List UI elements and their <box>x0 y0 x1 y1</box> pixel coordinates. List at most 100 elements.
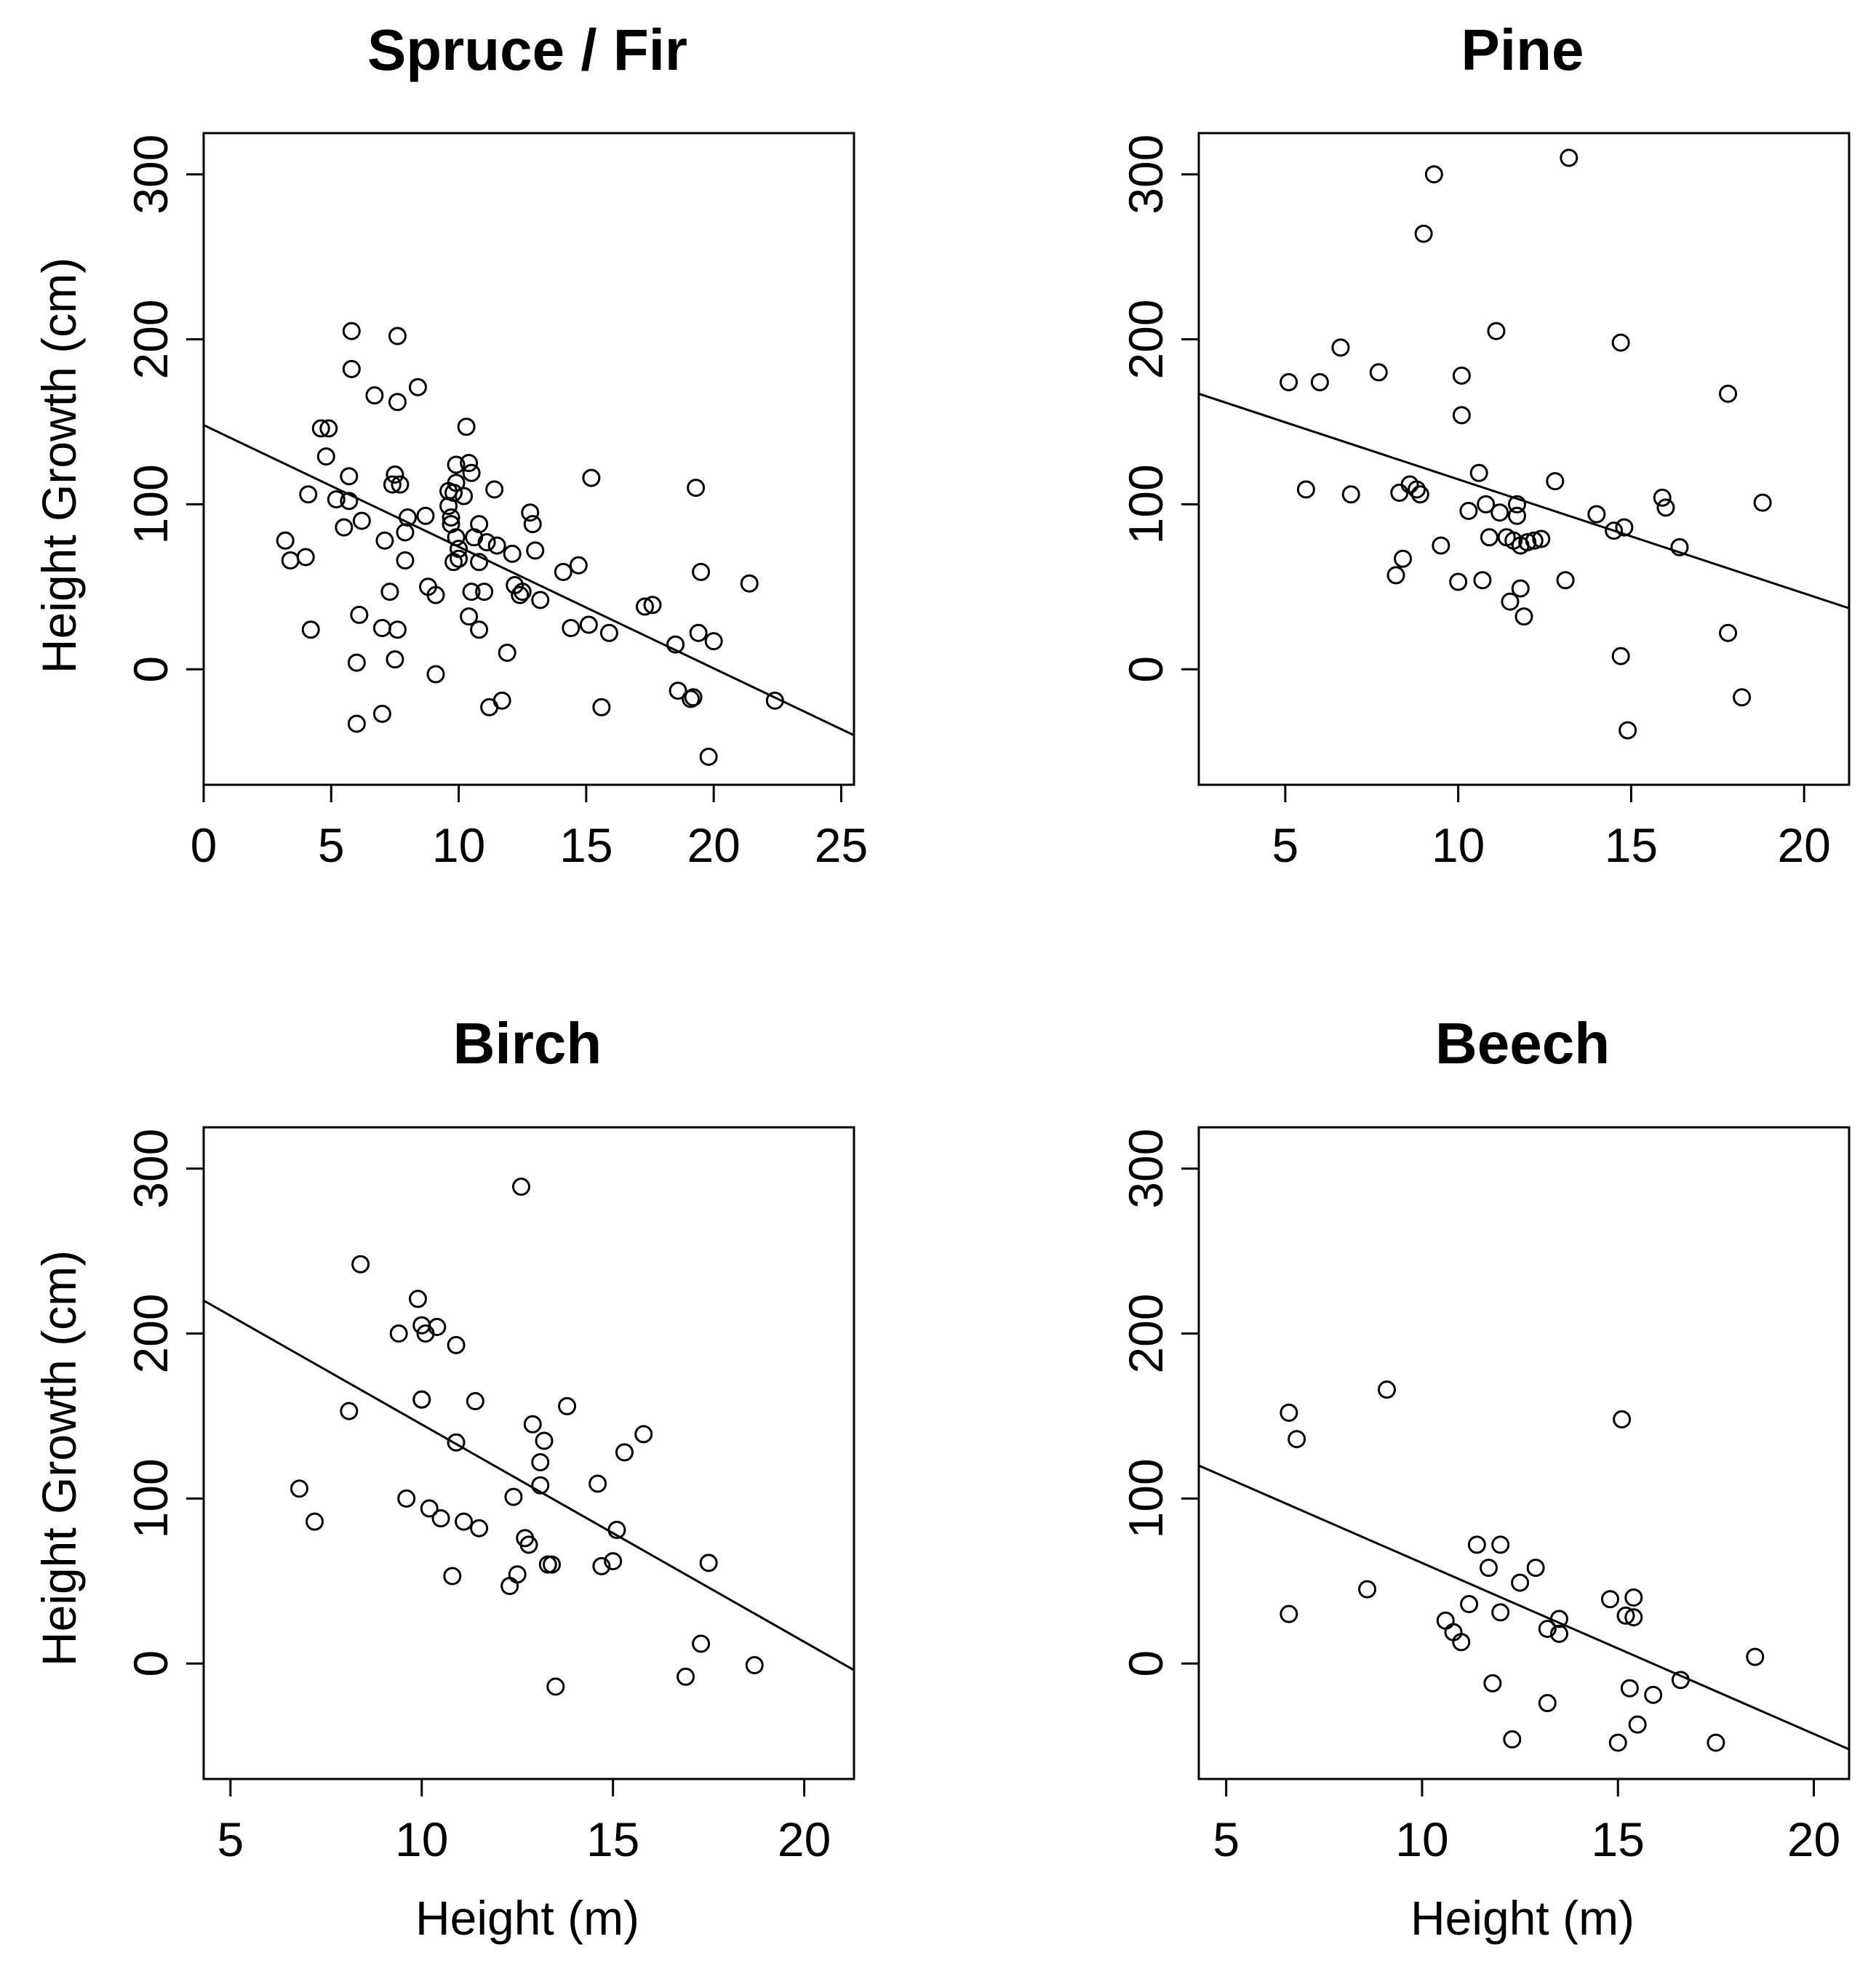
data-point <box>1424 165 1443 184</box>
data-point <box>676 1667 695 1686</box>
data-point <box>668 681 687 700</box>
chart-title: Pine <box>1461 17 1584 82</box>
data-point <box>636 597 655 616</box>
data-point <box>347 714 366 733</box>
data-point <box>1707 1733 1725 1752</box>
x-tick-label: 15 <box>1592 1812 1645 1866</box>
scatter-points <box>1280 148 1772 740</box>
x-axis: 5 10 15 20 <box>1213 1778 1840 1866</box>
data-point <box>562 619 580 638</box>
data-point <box>607 1520 626 1539</box>
data-point <box>1671 1671 1690 1690</box>
data-point <box>450 549 468 568</box>
data-point <box>1507 506 1526 525</box>
data-point <box>1753 493 1772 512</box>
data-point <box>1653 488 1672 507</box>
data-point <box>692 562 711 581</box>
data-point <box>1410 485 1429 504</box>
data-point <box>1507 495 1526 513</box>
data-point <box>1280 1403 1298 1422</box>
data-point <box>699 1554 718 1572</box>
x-axis: 5 10 15 20 <box>1272 783 1831 872</box>
data-point <box>420 1499 439 1518</box>
data-point <box>526 541 545 560</box>
data-point <box>443 1567 462 1586</box>
data-point <box>1480 1559 1498 1578</box>
data-point <box>546 1677 565 1696</box>
regression-line <box>204 424 854 737</box>
data-point <box>1719 623 1738 642</box>
data-point <box>1560 148 1578 167</box>
data-point <box>523 1415 542 1434</box>
x-tick-label: 20 <box>1777 818 1830 872</box>
y-axis: 0 100 200 300 <box>1119 1129 1200 1677</box>
data-point <box>604 1552 623 1571</box>
data-point <box>447 473 466 492</box>
data-point <box>365 386 384 405</box>
data-point <box>1549 1624 1568 1643</box>
data-point <box>1452 366 1471 385</box>
y-tick-label: 100 <box>124 464 177 544</box>
data-point <box>615 1443 634 1462</box>
data-point <box>634 1425 653 1444</box>
data-point <box>301 620 320 639</box>
data-point <box>1369 363 1388 382</box>
data-point <box>455 487 474 505</box>
data-point <box>327 490 346 509</box>
data-point <box>1408 480 1426 499</box>
data-point <box>299 485 318 504</box>
chart-title: Spruce / Fir <box>367 17 687 82</box>
x-tick-label: 20 <box>687 818 740 872</box>
data-point <box>466 1392 484 1411</box>
data-point <box>397 1489 416 1508</box>
plot-area: 0 5 10 15 20 25 0 100 200 300 <box>124 132 868 872</box>
x-tick-label: 25 <box>815 818 868 872</box>
data-point <box>428 1317 447 1336</box>
data-point <box>447 1433 466 1452</box>
data-point <box>1605 521 1624 540</box>
data-point <box>450 540 468 559</box>
data-point <box>1587 505 1606 524</box>
scatter-points <box>1280 1380 1765 1752</box>
data-point <box>380 583 399 601</box>
data-point <box>1358 1580 1377 1599</box>
data-point <box>1280 373 1298 392</box>
data-point <box>511 585 530 604</box>
x-tick-label: 20 <box>1787 1812 1840 1866</box>
x-tick-label: 5 <box>217 1812 244 1866</box>
data-point <box>1644 1685 1663 1704</box>
regression-line <box>1199 1464 1849 1751</box>
data-point <box>1469 463 1488 482</box>
data-point <box>1490 503 1509 522</box>
data-point <box>408 377 427 396</box>
y-tick-label: 300 <box>124 135 177 215</box>
data-point <box>531 591 550 609</box>
data-point <box>391 475 410 494</box>
data-point <box>1511 579 1530 598</box>
data-point <box>1501 592 1520 611</box>
data-point <box>1280 1604 1298 1623</box>
data-point <box>643 596 662 615</box>
data-point <box>492 691 511 710</box>
data-point <box>470 553 489 572</box>
x-tick-label: 20 <box>778 1812 831 1866</box>
data-point <box>386 465 404 484</box>
data-point <box>1600 1590 1619 1609</box>
data-point <box>1511 1573 1530 1592</box>
y-tick-label: 0 <box>1119 1650 1173 1677</box>
data-point <box>554 562 572 581</box>
data-point <box>398 508 417 527</box>
data-point <box>389 1324 408 1343</box>
panel-birch: Birch Height Growth (cm) Height (m) 5 10 1… <box>32 1011 855 1945</box>
data-point <box>519 1535 538 1554</box>
y-axis: 0 100 200 300 <box>124 135 205 683</box>
data-point <box>1624 1608 1643 1627</box>
data-point <box>504 1487 523 1506</box>
data-point <box>388 327 407 345</box>
data-point <box>1449 572 1468 591</box>
data-point <box>1618 721 1637 740</box>
x-tick-label: 10 <box>432 818 485 872</box>
y-tick-label: 0 <box>1119 656 1173 683</box>
data-point <box>386 650 404 669</box>
